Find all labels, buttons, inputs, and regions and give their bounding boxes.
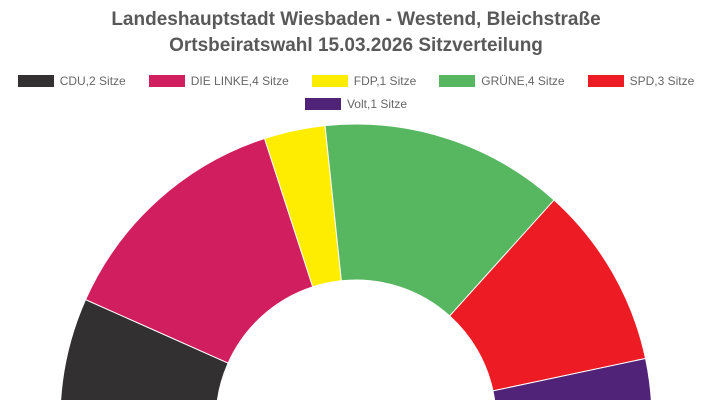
- legend-swatch-volt: [304, 98, 341, 110]
- legend-swatch-die-linke: [148, 75, 185, 87]
- legend-swatch-gruene: [439, 75, 476, 87]
- legend-label-volt: Volt,1 Sitze: [346, 97, 408, 111]
- legend-item-cdu[interactable]: CDU,2 Sitze: [17, 74, 126, 88]
- slice-volt[interactable]: [492, 357, 652, 400]
- legend-swatch-fdp: [311, 75, 348, 87]
- slice-die-linke[interactable]: [84, 137, 314, 364]
- legend-item-gruene[interactable]: GRÜNE,4 Sitze: [439, 74, 565, 88]
- legend: CDU,2 Sitze DIE LINKE,4 Sitze FDP,1 Sitz…: [0, 74, 712, 88]
- chart-title: Landeshauptstadt Wiesbaden - Westend, Bl…: [111, 9, 601, 30]
- legend-item-die-linke[interactable]: DIE LINKE,4 Sitze: [148, 74, 289, 88]
- legend-item-volt[interactable]: Volt,1 Sitze: [304, 97, 408, 111]
- slice-gruene[interactable]: [324, 123, 555, 317]
- legend-label-spd: SPD,3 Sitze: [629, 74, 695, 88]
- chart-subtitle: Ortsbeiratswahl 15.03.2026 Sitzverteilun…: [169, 35, 543, 56]
- legend-swatch-cdu: [17, 75, 54, 87]
- legend-label-cdu: CDU,2 Sitze: [59, 74, 126, 88]
- legend-row-2: Volt,1 Sitze: [0, 97, 712, 111]
- legend-item-fdp[interactable]: FDP,1 Sitze: [311, 74, 417, 88]
- legend-label-fdp: FDP,1 Sitze: [353, 74, 417, 88]
- legend-label-die-linke: DIE LINKE,4 Sitze: [190, 74, 289, 88]
- legend-swatch-spd: [587, 75, 624, 87]
- legend-item-spd[interactable]: SPD,3 Sitze: [587, 74, 695, 88]
- legend-label-gruene: GRÜNE,4 Sitze: [481, 74, 565, 88]
